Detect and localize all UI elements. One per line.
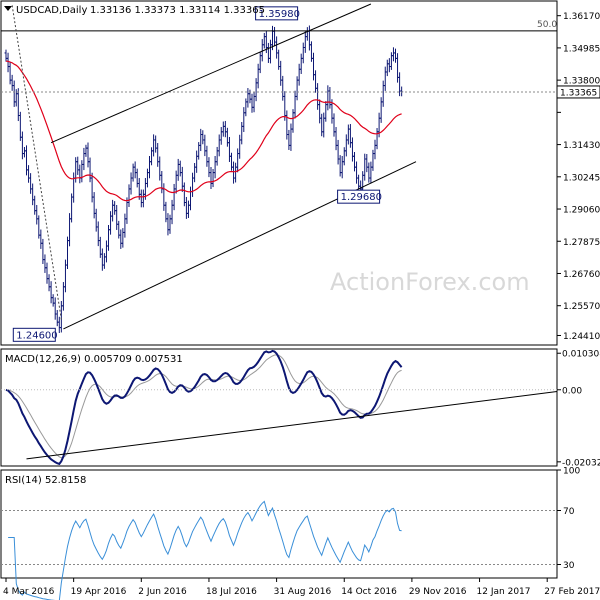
symbol-label: USDCAD,Daily <box>16 5 87 16</box>
annotation-label: 1.29680 <box>341 192 382 203</box>
header: USDCAD,Daily 1.33136 1.33373 1.33114 1.3… <box>4 5 265 16</box>
x-tick-label: 19 Apr 2016 <box>71 587 127 597</box>
watermark: ActionForex.com <box>330 268 530 296</box>
price-tick-label: 1.30245 <box>563 173 600 183</box>
macd-layer <box>1 349 558 466</box>
x-tick-label: 18 Jul 2016 <box>206 587 257 597</box>
price-tick-label: 1.34985 <box>563 44 600 54</box>
price-tick-label: 1.31430 <box>563 141 600 151</box>
annotation-box <box>12 327 56 342</box>
channel-upper-line <box>50 3 372 144</box>
rsi-title: RSI(14) 52.8158 <box>5 475 86 486</box>
price-tick-label: 1.27875 <box>563 238 600 248</box>
macd-title: MACD(12,26,9) 0.005709 0.007531 <box>5 354 183 365</box>
ohlc-values: 1.33136 1.33373 1.33114 1.33365 <box>90 5 265 16</box>
x-tick-label: 29 Nov 2016 <box>409 587 467 597</box>
annotation-box <box>255 6 299 21</box>
macd-line <box>5 349 403 466</box>
rsi-panel <box>0 469 558 579</box>
price-tick-label: 1.29060 <box>563 206 600 216</box>
price-tick-label: 1.24410 <box>563 332 600 342</box>
price-tick-label: 1.25570 <box>563 302 600 312</box>
moving-average-line <box>5 60 402 202</box>
rsi-tick-label: 30 <box>563 561 575 571</box>
fib-50-label: 50.0 <box>537 20 557 30</box>
macd-tick-label: 0.00 <box>562 386 582 396</box>
x-tick-label: 14 Oct 2016 <box>341 587 397 597</box>
x-tick-label: 4 Mar 2016 <box>3 587 55 597</box>
x-tick-label: 12 Jan 2017 <box>477 587 531 597</box>
last-price-label: 1.33365 <box>560 88 597 98</box>
annotation-label: 1.24600 <box>16 330 57 341</box>
price-tick-label: 1.33800 <box>563 77 600 87</box>
rsi-layer <box>1 500 557 600</box>
x-tick-label: 2 Jun 2016 <box>138 587 187 597</box>
rsi-tick-label: 100 <box>563 467 580 477</box>
macd-trend-line <box>26 391 558 460</box>
x-tick-label: 27 Feb 2017 <box>544 587 600 597</box>
macd-signal-line <box>5 354 402 459</box>
last-price-marker <box>556 85 600 99</box>
channel-lower-line <box>63 161 417 330</box>
annotation-box <box>337 189 381 204</box>
axis-layer: 1.36170 1.34985 1.33800 1.31430 1.30245 1.290… <box>3 12 600 597</box>
rsi-line <box>8 500 402 600</box>
x-tick-label: 31 Aug 2016 <box>274 587 332 597</box>
price-tick-label: 1.36170 <box>563 12 600 22</box>
price-tick-label: 1.26760 <box>563 270 600 280</box>
macd-tick-label: 0.010308 <box>562 350 600 360</box>
dotted-trend-line <box>11 5 62 320</box>
macd-tick-label: -0.020325 <box>562 458 600 468</box>
rsi-tick-label: 70 <box>563 507 575 517</box>
annotation-label: 1.35980 <box>259 9 300 20</box>
dropdown-triangle-icon <box>4 6 12 11</box>
macd-panel <box>0 348 558 467</box>
price-layer: 50.0 1.35980 1.29680 1.24600 <box>1 3 557 342</box>
